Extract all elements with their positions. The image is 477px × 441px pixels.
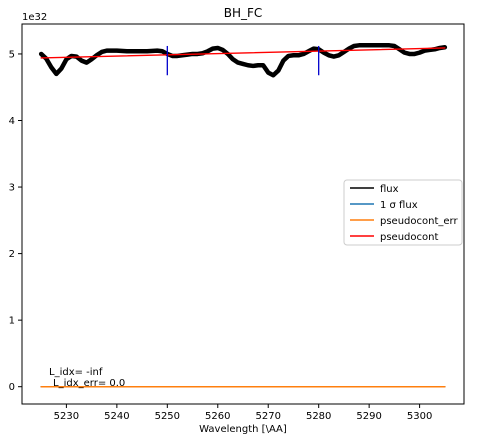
chart-title: BH_FC — [224, 6, 263, 20]
y-tick-label-5: 5 — [9, 49, 15, 60]
y-tick-label-0: 0 — [9, 382, 15, 393]
x-axis-label: Wavelength [\AA] — [199, 424, 287, 435]
x-tick-label-5280: 5280 — [306, 411, 331, 422]
x-tick-label-5230: 5230 — [54, 411, 79, 422]
x-tick-label-5250: 5250 — [155, 411, 180, 422]
x-tick-label-5260: 5260 — [205, 411, 230, 422]
annotation-l-idx-err: L_idx_err= 0.0 — [53, 378, 125, 389]
plot-frame — [21, 23, 465, 405]
y-offset-text: 1e32 — [22, 12, 47, 23]
vline-layer — [166, 45, 320, 76]
y-tick-label-4: 4 — [9, 116, 15, 127]
legend: flux 1 σ flux pseudocont_err pseudocont — [343, 179, 463, 246]
y-tick-label-2: 2 — [9, 249, 15, 260]
x-tick-label-5290: 5290 — [356, 411, 381, 422]
series-flux — [38, 43, 448, 78]
x-tick-label-5270: 5270 — [256, 411, 281, 422]
legend-label-pseudocont: pseudocont — [380, 232, 438, 243]
x-axis: 5230 5240 5250 5260 5270 5280 5290 5300 — [54, 404, 432, 422]
legend-box — [343, 179, 463, 246]
annotation-l-idx: L_idx= -inf — [49, 367, 103, 378]
x-tick-label-5240: 5240 — [104, 411, 129, 422]
legend-label-flux: flux — [380, 184, 399, 195]
legend-label-pseudocont-err: pseudocont_err — [380, 216, 458, 227]
series-pseudocont — [40, 47, 446, 59]
series-layer — [38, 43, 448, 388]
y-tick-label-3: 3 — [9, 183, 15, 194]
y-tick-label-1: 1 — [9, 316, 15, 327]
x-tick-label-5300: 5300 — [407, 411, 432, 422]
y-axis: 0 1 2 3 4 5 — [9, 49, 22, 393]
legend-label-sigma-flux: 1 σ flux — [380, 200, 418, 211]
